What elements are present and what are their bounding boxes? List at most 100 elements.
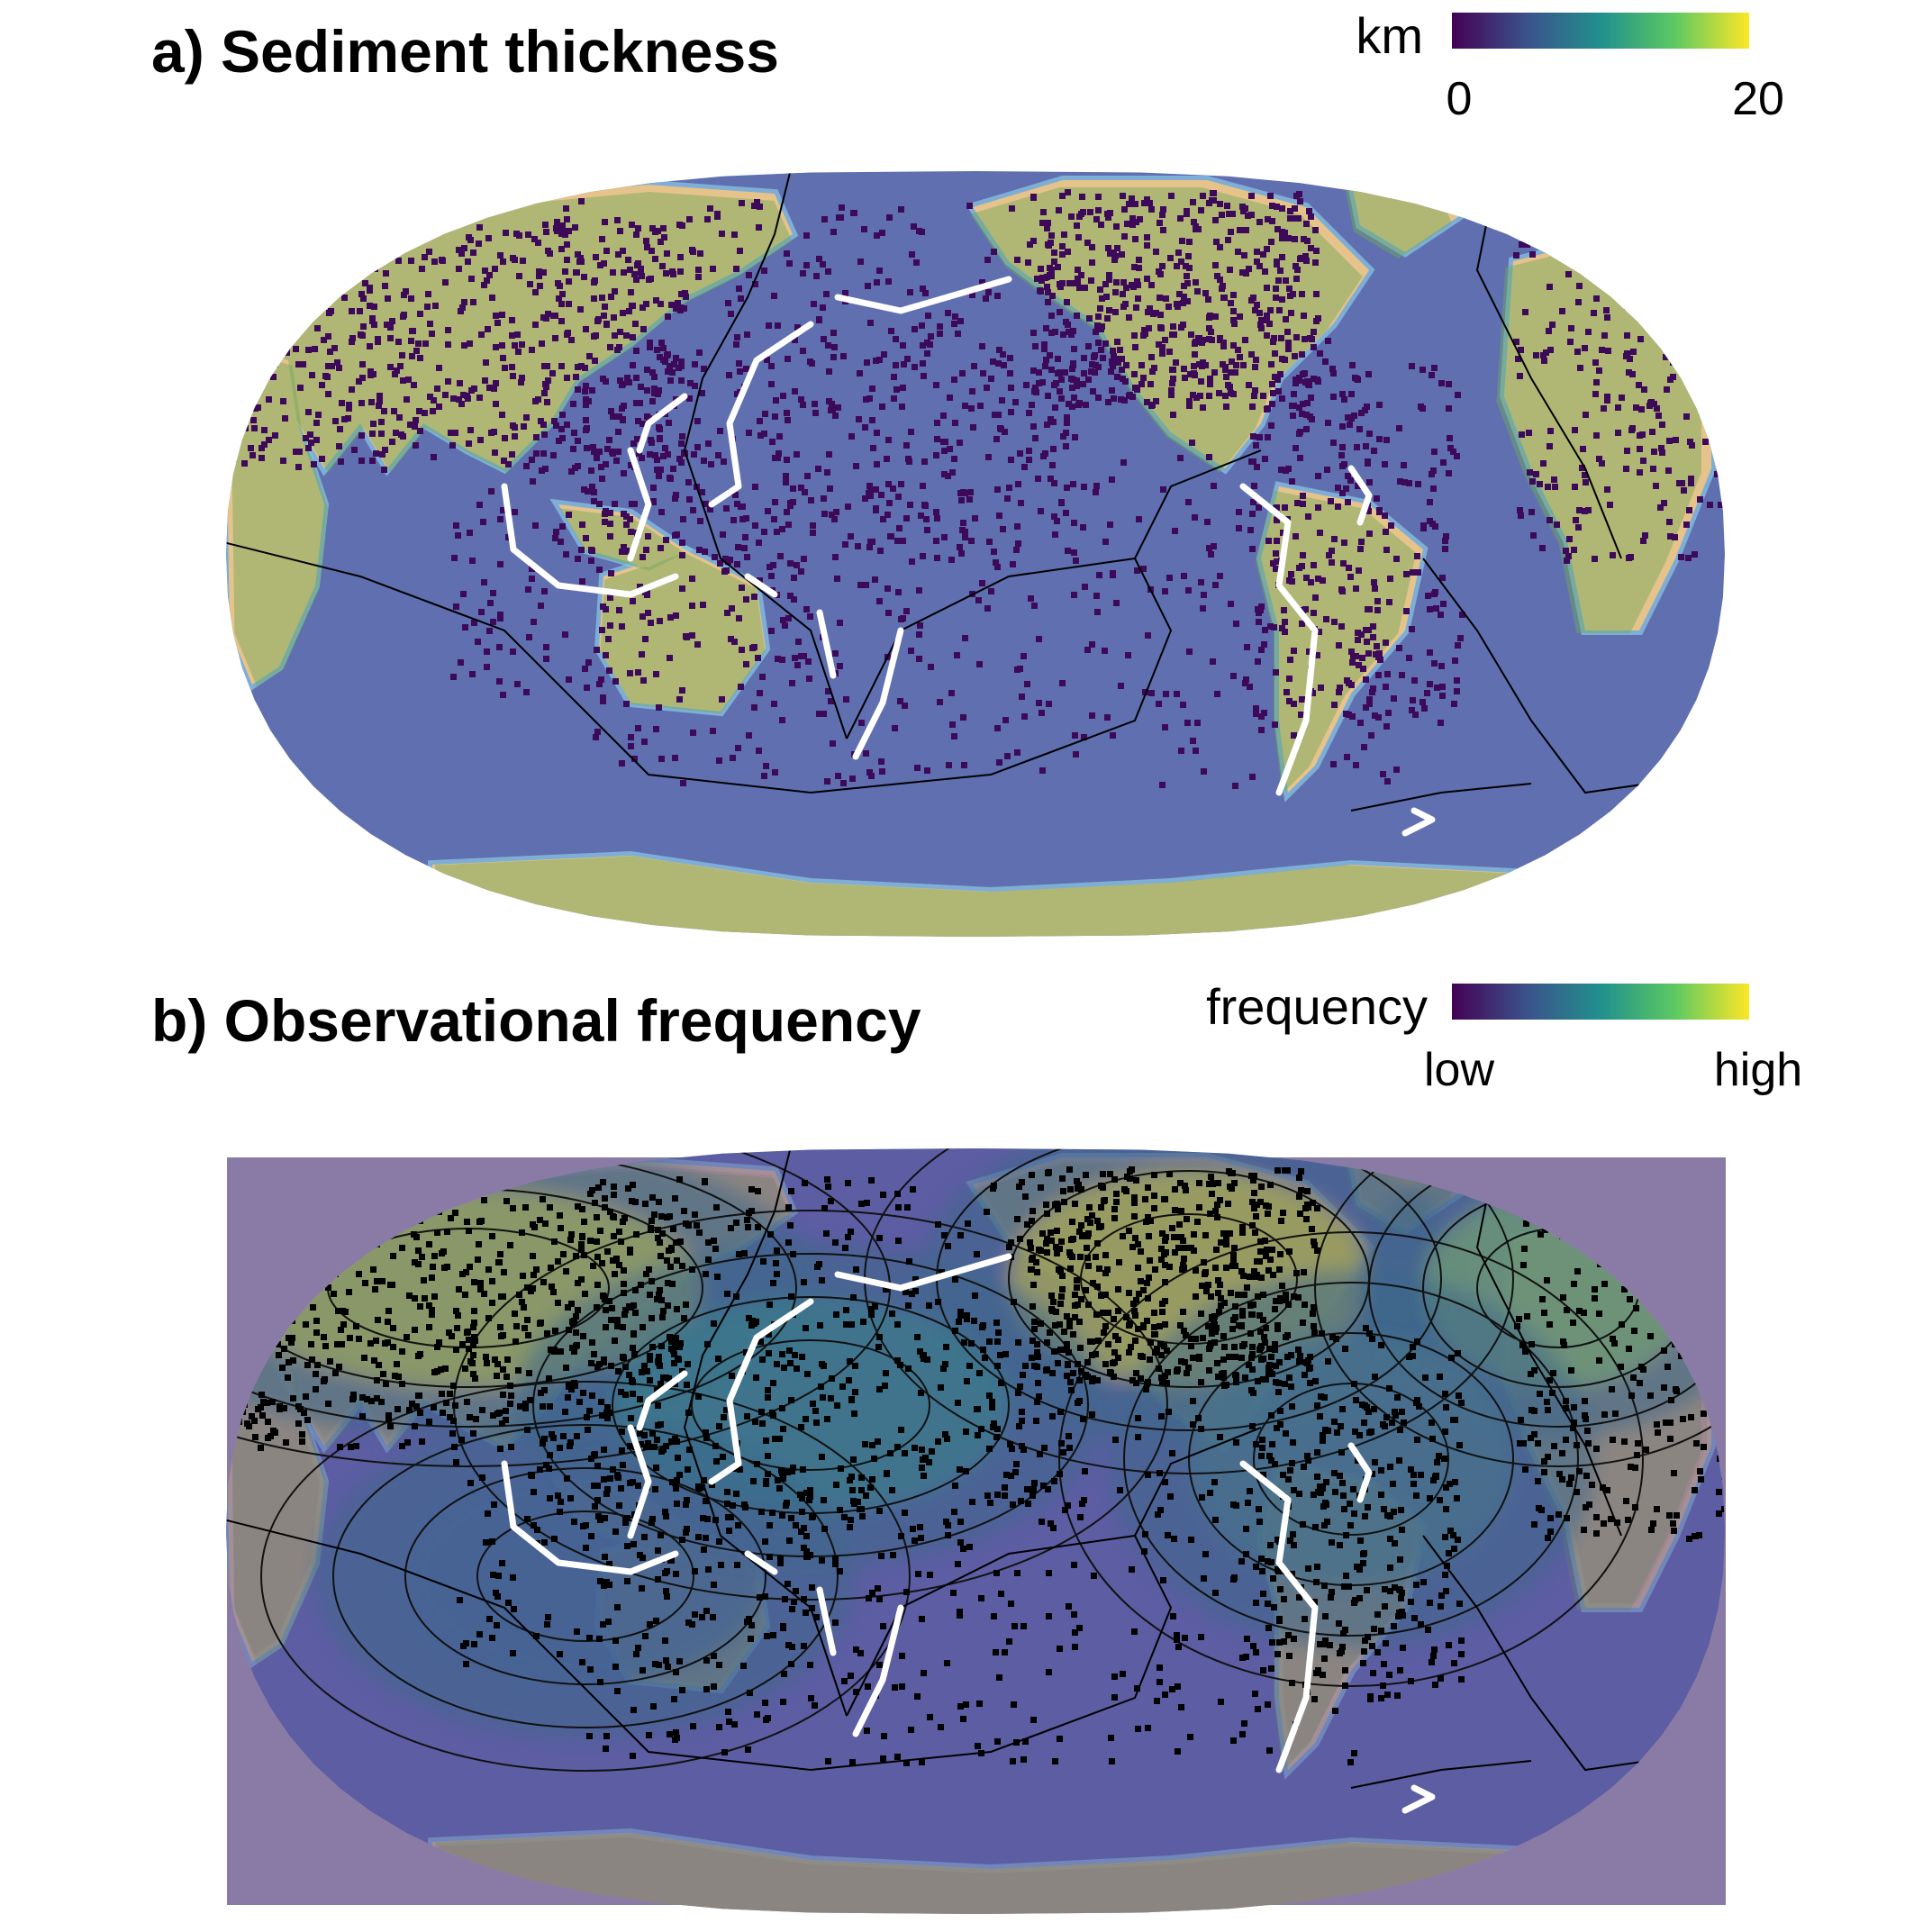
sediment-point (322, 244, 329, 250)
sediment-point (345, 415, 351, 422)
observation-point (787, 1360, 794, 1366)
sediment-point (449, 442, 456, 449)
observation-point (1283, 1292, 1289, 1298)
observation-point (1066, 1318, 1073, 1324)
sediment-point (1691, 216, 1697, 222)
sediment-point (440, 224, 447, 231)
sediment-point (424, 304, 431, 310)
sediment-point (927, 341, 933, 348)
sediment-point (680, 780, 686, 786)
observation-point (1077, 1254, 1084, 1260)
observation-point (1283, 1334, 1289, 1340)
sediment-point (746, 430, 752, 436)
sediment-point (653, 297, 659, 304)
sediment-point (1046, 701, 1052, 707)
observation-point (1163, 1234, 1169, 1240)
sediment-point (1253, 442, 1259, 449)
sediment-point (1096, 572, 1102, 578)
observation-point (1133, 1297, 1139, 1303)
observation-point (945, 1522, 951, 1528)
observation-point (1277, 1295, 1283, 1302)
observation-point (1581, 1527, 1587, 1533)
sediment-point (226, 252, 231, 259)
sediment-point (1541, 358, 1547, 364)
observation-point (667, 1334, 673, 1340)
sediment-point (1368, 732, 1374, 739)
sediment-point (839, 204, 845, 211)
observation-point (964, 1312, 970, 1319)
observation-point (793, 1588, 799, 1594)
sediment-point (1294, 500, 1301, 506)
sediment-point (404, 396, 410, 403)
observation-point (1127, 1175, 1133, 1182)
observation-point (974, 1406, 980, 1412)
sediment-point (1393, 556, 1400, 562)
observation-point (255, 1406, 261, 1412)
sediment-point (1111, 257, 1118, 263)
sediment-point (721, 458, 727, 465)
observation-point (1347, 1501, 1353, 1507)
sediment-point (445, 341, 451, 348)
observation-point (1351, 1381, 1357, 1387)
sediment-point (934, 436, 940, 442)
sediment-point (644, 244, 650, 250)
observation-point (803, 1610, 809, 1616)
sediment-point (226, 411, 229, 417)
sediment-point (1147, 200, 1153, 206)
sediment-point (431, 454, 437, 460)
observation-point (1239, 1229, 1246, 1236)
sediment-point (1719, 408, 1725, 414)
observation-point (1311, 1238, 1317, 1245)
observation-point (1269, 1441, 1275, 1447)
sediment-point (369, 458, 376, 464)
subduction-zone (852, 627, 904, 760)
sediment-point (627, 670, 633, 676)
sediment-point (1183, 263, 1189, 269)
observation-point (649, 1516, 656, 1522)
sediment-point (1260, 251, 1266, 258)
observation-point (1052, 1322, 1058, 1329)
sediment-point (807, 358, 813, 365)
observation-point (1211, 1339, 1218, 1346)
observation-point (1329, 1589, 1335, 1595)
sediment-point (389, 318, 395, 324)
observation-point (1095, 1338, 1102, 1344)
sediment-point (260, 278, 267, 285)
sediment-point (1159, 350, 1166, 357)
sediment-point (1639, 431, 1646, 438)
sediment-point (493, 401, 499, 407)
sediment-point (553, 529, 559, 535)
observation-point (1560, 1338, 1566, 1345)
sediment-point (1356, 567, 1362, 574)
observation-point (558, 1348, 564, 1355)
sediment-point (1528, 509, 1535, 515)
observation-point (1131, 1200, 1138, 1206)
observation-point (1159, 1379, 1166, 1385)
sediment-point (1015, 540, 1021, 547)
sediment-point (928, 333, 934, 340)
sediment-point (1040, 453, 1047, 459)
observation-point (1442, 1429, 1448, 1435)
sediment-point (563, 551, 569, 558)
sediment-point (552, 335, 558, 341)
sediment-point (643, 547, 649, 553)
observation-point (1085, 1263, 1092, 1269)
sediment-point (1603, 307, 1610, 313)
observation-point (1612, 1410, 1619, 1417)
sediment-point (676, 456, 683, 462)
observation-point (898, 1533, 904, 1539)
observation-point (1247, 1274, 1253, 1280)
sediment-point (308, 301, 314, 307)
sediment-point (231, 404, 238, 411)
sediment-point (1677, 365, 1683, 371)
sediment-point (1029, 402, 1035, 408)
sediment-point (525, 231, 531, 238)
observation-point (1272, 1306, 1278, 1312)
observation-point (1634, 1452, 1640, 1458)
sediment-point (395, 221, 402, 227)
observation-point (952, 1328, 958, 1334)
observation-point (1535, 1440, 1541, 1447)
observation-point (379, 1278, 385, 1284)
sediment-point (583, 396, 589, 403)
observation-point (338, 1327, 344, 1333)
